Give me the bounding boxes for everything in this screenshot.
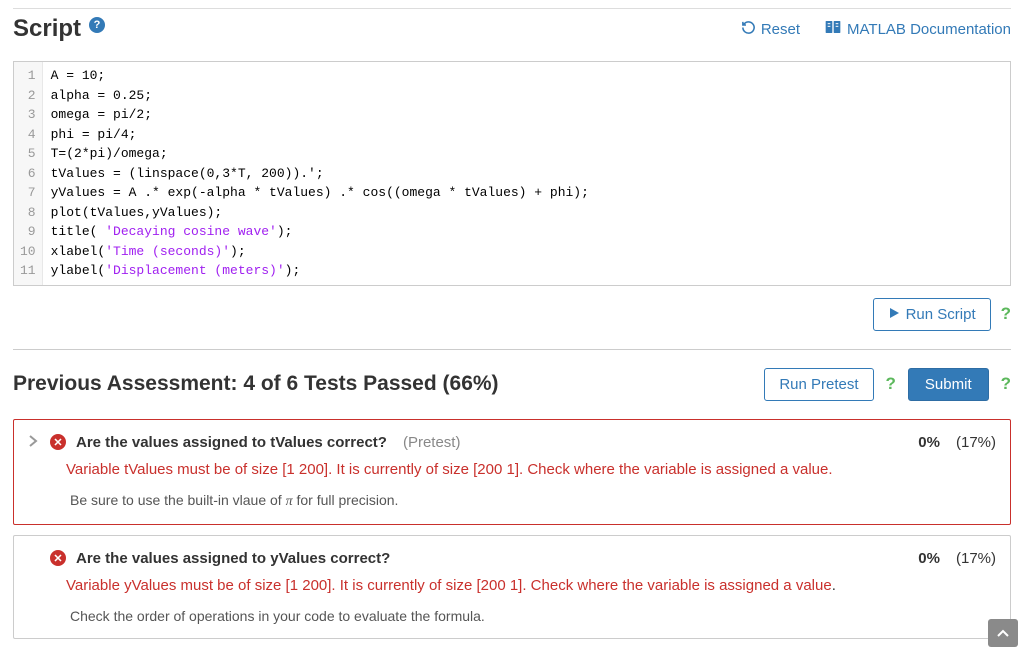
pretest-tag: (Pretest) (403, 434, 461, 451)
code-line: alpha = 0.25; (51, 86, 1002, 106)
line-number: 1 (18, 66, 38, 86)
play-icon (888, 306, 900, 323)
fail-icon: ✕ (50, 434, 66, 450)
error-message: Variable yValues must be of size [1 200]… (66, 577, 996, 594)
run-help-icon[interactable]: ? (1001, 304, 1011, 324)
test-scores: 0% (17%) (918, 550, 996, 567)
score-earned: 0% (918, 550, 940, 567)
matlab-doc-label: MATLAB Documentation (847, 21, 1011, 38)
code-line: plot(tValues,yValues); (51, 203, 1002, 223)
chevron-right-icon (28, 435, 40, 450)
submit-button[interactable]: Submit (908, 368, 989, 401)
line-number: 4 (18, 125, 38, 145)
reset-link[interactable]: Reset (741, 20, 800, 39)
matlab-doc-link[interactable]: MATLAB Documentation (825, 20, 1011, 38)
error-message: Variable tValues must be of size [1 200]… (66, 461, 996, 478)
code-line: omega = pi/2; (51, 105, 1002, 125)
line-number: 11 (18, 261, 38, 281)
line-number: 7 (18, 183, 38, 203)
script-title: Script (13, 15, 81, 43)
line-number: 2 (18, 86, 38, 106)
fail-icon: ✕ (50, 550, 66, 566)
script-header: Script ? Reset MATLAB Documentation (13, 15, 1011, 43)
code-line: title( 'Decaying cosine wave'); (51, 222, 1002, 242)
reset-label: Reset (761, 21, 800, 38)
submit-help-icon[interactable]: ? (1001, 374, 1011, 394)
code-line: tValues = (linspace(0,3*T, 200)).'; (51, 164, 1002, 184)
pretest-help-icon[interactable]: ? (886, 374, 896, 394)
assessment-title: Previous Assessment: 4 of 6 Tests Passed… (13, 372, 499, 396)
run-script-label: Run Script (906, 306, 976, 323)
line-number: 3 (18, 105, 38, 125)
code-area[interactable]: A = 10;alpha = 0.25;omega = pi/2;phi = p… (43, 62, 1010, 285)
chevron-up-icon (997, 626, 1009, 640)
test-question: Are the values assigned to yValues corre… (76, 550, 390, 567)
code-line: A = 10; (51, 66, 1002, 86)
top-divider (13, 8, 1011, 9)
run-pretest-button[interactable]: Run Pretest (764, 368, 873, 401)
code-line: xlabel('Time (seconds)'); (51, 242, 1002, 262)
book-icon (825, 20, 841, 38)
section-divider (13, 349, 1011, 350)
score-earned: 0% (918, 434, 940, 451)
reset-icon (741, 20, 756, 39)
line-number: 5 (18, 144, 38, 164)
run-script-button[interactable]: Run Script (873, 298, 991, 331)
test-panel-header[interactable]: ✕ Are the values assigned to yValues cor… (28, 550, 996, 567)
score-weight: (17%) (956, 550, 996, 567)
assessment-header: Previous Assessment: 4 of 6 Tests Passed… (13, 368, 1011, 401)
scroll-to-top-button[interactable] (988, 619, 1018, 647)
score-weight: (17%) (956, 434, 996, 451)
test-scores: 0% (17%) (918, 434, 996, 451)
line-number: 8 (18, 203, 38, 223)
test-panel-header[interactable]: ✕ Are the values assigned to tValues cor… (28, 434, 996, 451)
code-line: T=(2*pi)/omega; (51, 144, 1002, 164)
line-number: 9 (18, 222, 38, 242)
code-line: phi = pi/4; (51, 125, 1002, 145)
line-number: 6 (18, 164, 38, 184)
line-number: 10 (18, 242, 38, 262)
code-line: yValues = A .* exp(-alpha * tValues) .* … (51, 183, 1002, 203)
script-help-icon[interactable]: ? (89, 17, 105, 33)
line-gutter: 1 2 3 4 5 6 7 8 9 10 11 (14, 62, 43, 285)
test-panel-2: ✕ Are the values assigned to yValues cor… (13, 535, 1011, 639)
run-row: Run Script ? (13, 298, 1011, 331)
test-question: Are the values assigned to tValues corre… (76, 434, 387, 451)
code-line: ylabel('Displacement (meters)'); (51, 261, 1002, 281)
code-editor[interactable]: 1 2 3 4 5 6 7 8 9 10 11 A = 10;alpha = 0… (13, 61, 1011, 286)
test-panel-1: ✕ Are the values assigned to tValues cor… (13, 419, 1011, 525)
hint-text: Be sure to use the built-in vlaue of π f… (70, 492, 996, 510)
hint-text: Check the order of operations in your co… (70, 608, 996, 624)
